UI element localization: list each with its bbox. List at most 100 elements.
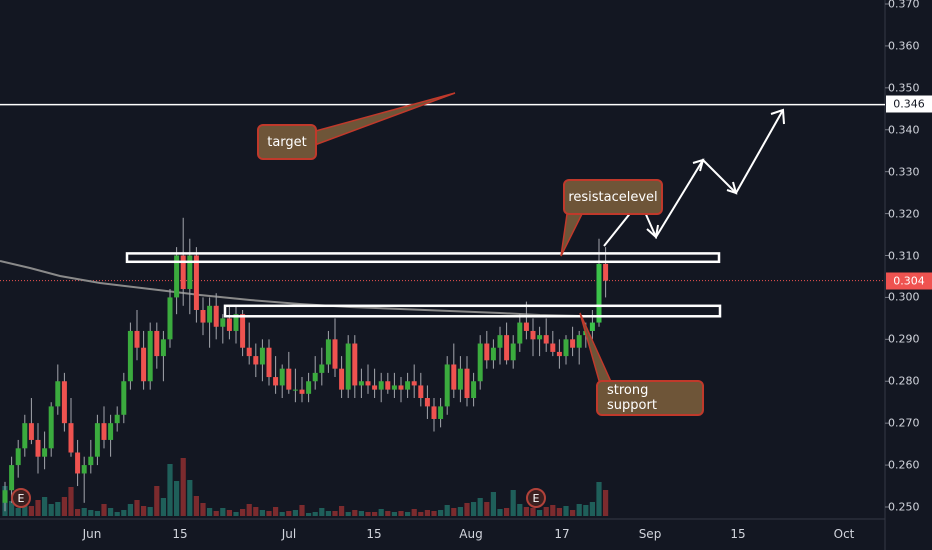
candle-body xyxy=(365,381,371,386)
resistance-level-annotation[interactable]: resistacelevel xyxy=(563,179,663,215)
candle-body xyxy=(596,263,602,323)
last-price-tag[interactable]: 0.304 xyxy=(886,272,932,290)
volume-bar xyxy=(233,512,239,516)
candle-body xyxy=(240,314,246,348)
target-annotation[interactable]: target xyxy=(257,124,317,160)
earnings-event-icon[interactable]: E xyxy=(526,488,546,508)
volume-bar xyxy=(213,511,219,516)
volume-bar xyxy=(365,512,371,516)
volume-bar xyxy=(114,512,120,516)
volume-bar xyxy=(15,508,21,516)
price-tick-label: 0.370 xyxy=(888,0,920,11)
volume-bar xyxy=(411,509,417,516)
volume-bar xyxy=(457,507,463,516)
volume-bar xyxy=(431,511,437,516)
price-tick-label: 0.260 xyxy=(888,458,920,472)
candle-body xyxy=(339,368,345,390)
projection-path xyxy=(603,109,784,247)
candle-body xyxy=(299,389,305,394)
candle-body xyxy=(563,339,569,357)
candle-body xyxy=(9,465,15,491)
candle-body xyxy=(570,339,576,348)
candle-body xyxy=(286,368,292,390)
candle-body xyxy=(200,309,206,323)
projection-arrowhead xyxy=(646,224,659,239)
volume-bar xyxy=(292,510,298,516)
candle-body xyxy=(306,381,312,394)
candle-body xyxy=(22,423,28,449)
candle-body xyxy=(2,490,8,503)
candle-body xyxy=(108,423,114,440)
earnings-event-icon[interactable]: E xyxy=(11,488,31,508)
price-tick-label: 0.270 xyxy=(888,416,920,430)
price-tick-label: 0.300 xyxy=(888,290,920,304)
volume-bar xyxy=(477,498,483,516)
strong-support-annotation[interactable]: strong support xyxy=(596,380,704,416)
candle-body xyxy=(510,343,516,361)
candle-body xyxy=(372,385,378,390)
volume-bar xyxy=(543,507,549,516)
volume-bar xyxy=(490,492,496,516)
volume-bar xyxy=(583,505,589,516)
candle-body xyxy=(477,343,483,382)
candle-body xyxy=(68,423,74,453)
candle-body xyxy=(398,385,404,390)
volume-bar xyxy=(451,508,457,516)
candle-body xyxy=(154,330,160,357)
candle-body xyxy=(180,255,186,290)
target-annotation-pointer xyxy=(311,92,456,148)
volume-bar xyxy=(61,497,67,516)
support-annotation-pointer xyxy=(579,312,614,385)
candle-body xyxy=(405,381,411,390)
candle-body xyxy=(530,330,536,340)
time-tick-label: Oct xyxy=(833,527,855,541)
volume-bar xyxy=(48,504,54,516)
candle-body xyxy=(471,381,477,399)
candle-body xyxy=(418,385,424,399)
candle-body xyxy=(464,368,470,399)
volume-bar xyxy=(438,510,444,516)
candle-body xyxy=(325,339,331,365)
candle-body xyxy=(160,339,166,357)
volume-bar xyxy=(332,511,338,516)
volume-bar xyxy=(9,501,15,516)
candle-body xyxy=(378,381,384,390)
volume-bar xyxy=(81,508,87,516)
volume-bar xyxy=(154,486,160,516)
candle-body xyxy=(345,343,351,390)
candle-body xyxy=(55,381,61,407)
candle-body xyxy=(358,381,364,386)
volume-bar xyxy=(418,512,424,516)
candle-body xyxy=(603,263,609,281)
time-tick-label: 15 xyxy=(730,527,746,541)
volume-bar xyxy=(378,509,384,516)
volume-bar xyxy=(55,502,61,516)
time-tick-label: Jul xyxy=(281,527,297,541)
candle-body xyxy=(424,398,430,407)
horizontal-line-price-tag[interactable]: 0.346 xyxy=(886,95,932,113)
volume-bar xyxy=(108,508,114,516)
volume-bar xyxy=(325,511,331,516)
volume-bar xyxy=(339,506,345,516)
candle-body xyxy=(174,255,180,298)
volume-bar xyxy=(603,490,609,516)
volume-bar xyxy=(147,507,153,516)
candle-body xyxy=(61,381,67,424)
volume-bar xyxy=(207,508,213,516)
candle-body xyxy=(490,347,496,361)
candle-body xyxy=(35,439,41,457)
candle-body xyxy=(233,314,239,331)
price-tick-label: 0.280 xyxy=(888,374,920,388)
candle-body xyxy=(438,406,444,419)
candle-body xyxy=(279,368,285,386)
volume-bar xyxy=(484,502,490,516)
volume-bar xyxy=(497,509,503,516)
volume-bar xyxy=(563,506,569,516)
candle-body xyxy=(504,335,510,361)
volume-bar xyxy=(22,503,28,516)
candle-body xyxy=(141,347,147,382)
projection-arrowhead xyxy=(726,181,738,195)
volume-bar xyxy=(385,511,391,516)
